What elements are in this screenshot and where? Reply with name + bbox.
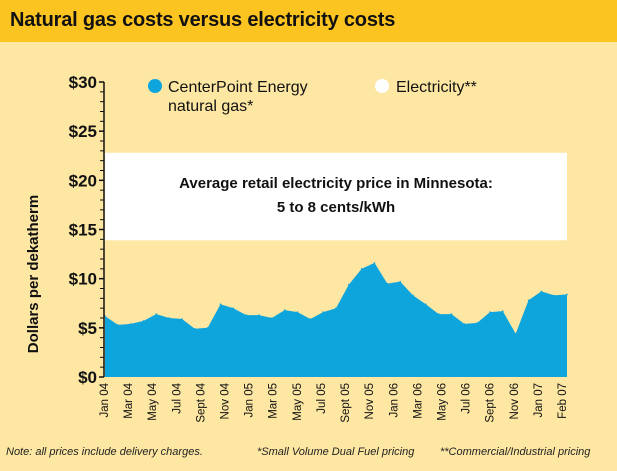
gas-area (105, 262, 567, 377)
x-tick-label: Nov 06 (509, 383, 521, 419)
gas-data-point (322, 311, 325, 313)
x-tick-label: May 06 (437, 383, 449, 421)
y-tick-label: $25 (69, 122, 97, 141)
gas-data-point (309, 318, 312, 320)
x-tick-labels-layer: Jan 04 Mar 04 May 04 Jul 04 Sept 04 Nov 04 Jan… (99, 382, 569, 422)
y-tick-label: $15 (69, 221, 97, 240)
gas-data-point (168, 317, 170, 319)
footnote-gas-pricing: *Small Volume Dual Fuel pricing (257, 446, 415, 458)
x-tick-label: Jul 05 (316, 383, 328, 414)
gas-data-point (425, 303, 427, 306)
gas-data-point (181, 318, 183, 320)
electricity-band-layer (105, 152, 567, 241)
gas-data-point (437, 313, 440, 315)
y-axis-label: Dollars per dekatherm (25, 195, 42, 353)
gas-data-point (553, 294, 555, 297)
y-tick-label: $0 (78, 368, 97, 387)
gas-data-point (386, 282, 389, 285)
y-tick-label: $5 (78, 319, 97, 338)
x-tick-label: Jan 06 (388, 383, 400, 418)
x-tick-label: Nov 04 (220, 382, 232, 419)
gas-data-point (219, 303, 222, 306)
gas-data-point (245, 314, 247, 316)
legend: CenterPoint Energy natural gas* Electricit… (148, 79, 477, 115)
y-tick-label: $30 (69, 73, 97, 92)
gas-data-point (129, 323, 132, 325)
legend-gas-label-line1: CenterPoint Energy (168, 79, 308, 96)
gas-data-point (258, 314, 260, 316)
annotation-line2: 5 to 8 cents/kWh (277, 199, 395, 216)
x-tick-label: Sept 04 (195, 382, 207, 422)
legend-electricity-swatch (375, 79, 389, 93)
gas-data-point (155, 313, 158, 315)
gas-area-layer (104, 262, 568, 377)
electricity-band (105, 152, 567, 241)
x-tick-label: Jan 07 (533, 383, 545, 418)
legend-gas-swatch (148, 79, 162, 93)
gas-data-point (348, 283, 350, 286)
legend-gas-label-line2: natural gas* (168, 98, 253, 115)
y-tick-label: $10 (69, 270, 97, 289)
gas-data-point (514, 332, 517, 335)
gas-data-point (117, 324, 119, 326)
x-tick-label: Mar 05 (268, 383, 280, 419)
gas-data-point (399, 280, 402, 283)
y-axis-layer: $0 $5 $10 $15 $20 $25 $30 (69, 73, 105, 387)
x-tick-label: Sept 06 (485, 383, 497, 423)
x-tick-label: Mar 04 (123, 382, 135, 418)
gas-data-point (476, 322, 479, 324)
x-tick-label: Jul 06 (461, 383, 473, 414)
gas-data-point (527, 299, 530, 302)
gas-data-point (360, 268, 363, 270)
gas-data-point (540, 290, 543, 293)
gas-data-point (232, 307, 235, 310)
gas-data-point (296, 311, 299, 313)
footnote-delivery: Note: all prices include delivery charge… (6, 446, 203, 458)
gas-data-point (489, 311, 491, 313)
gas-data-point (412, 294, 414, 297)
x-tick-label: Jan 04 (99, 382, 111, 417)
y-tick-label: $20 (69, 171, 97, 190)
gas-data-point (373, 262, 376, 264)
gas-data-point (335, 307, 337, 310)
gas-data-point (502, 310, 504, 312)
gas-data-point (206, 327, 209, 329)
gas-data-point (566, 293, 568, 296)
title-bar: Natural gas costs versus electricity cos… (0, 0, 617, 42)
x-tick-label: Jul 04 (171, 382, 183, 413)
annotation-line1: Average retail electricity price in Minn… (179, 175, 493, 192)
x-tick-label: May 04 (147, 382, 159, 420)
x-tick-label: Jan 05 (244, 383, 256, 418)
x-tick-label: Mar 06 (412, 383, 424, 419)
footnotes: Note: all prices include delivery charge… (0, 446, 617, 466)
gas-data-point (271, 317, 273, 319)
legend-electricity-label: Electricity** (396, 79, 477, 96)
chart-title: Natural gas costs versus electricity cos… (10, 9, 396, 31)
x-tick-label: May 05 (292, 383, 304, 421)
gas-data-point (283, 309, 286, 311)
x-tick-label: Feb 07 (557, 383, 569, 419)
annotation-layer: Average retail electricity price in Minn… (179, 175, 493, 216)
gas-data-point (450, 313, 453, 315)
x-tick-label: Nov 05 (364, 383, 376, 419)
gas-data-point (463, 323, 466, 325)
x-tick-label: Sept 05 (340, 383, 352, 423)
gas-data-point (194, 328, 196, 330)
gas-data-point (142, 320, 145, 322)
footnote-electricity-pricing: **Commercial/Industrial pricing (440, 446, 591, 458)
chart-area: $0 $5 $10 $15 $20 $25 $30 Jan 04 Mar 04 May 04 Ju… (25, 73, 569, 423)
